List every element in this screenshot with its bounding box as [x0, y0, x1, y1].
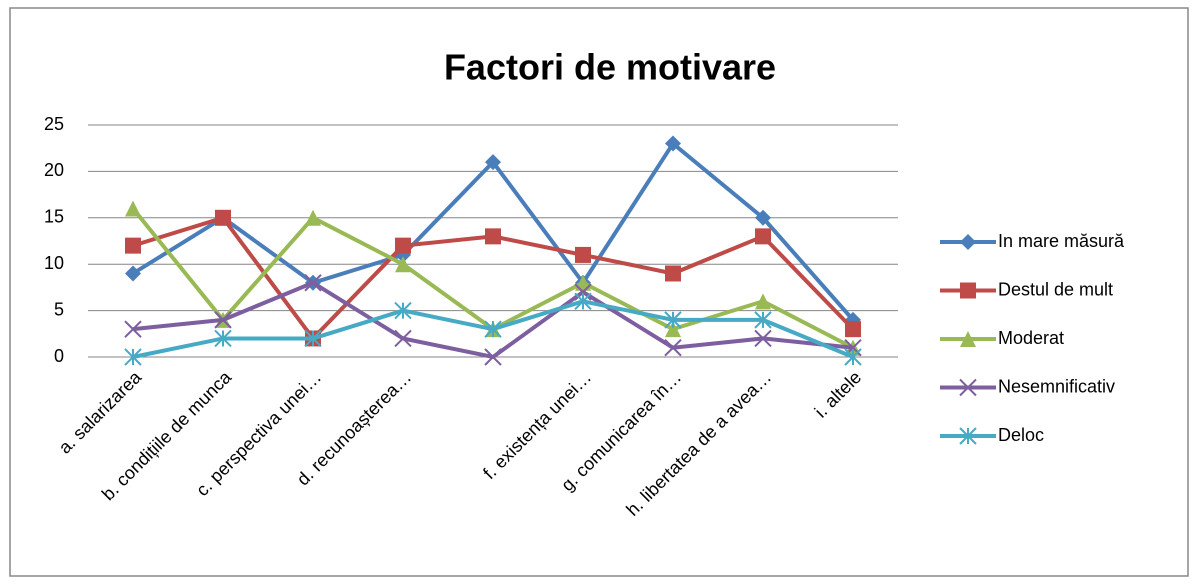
marker-shape: [214, 311, 232, 329]
marker: [755, 228, 771, 245]
marker: [755, 293, 771, 310]
marker: [755, 209, 771, 226]
marker: [395, 256, 411, 273]
marker: [485, 154, 501, 171]
marker: [484, 348, 502, 366]
marker-shape: [484, 320, 502, 338]
legend-label: Moderat: [998, 328, 1064, 348]
marker-shape: [664, 311, 682, 329]
marker-shape: [844, 348, 862, 366]
marker-shape: [214, 329, 232, 348]
marker-shape: [124, 348, 142, 366]
marker: [665, 135, 681, 152]
marker: [959, 427, 977, 445]
marker-shape: [665, 265, 681, 282]
marker: [305, 209, 321, 226]
y-tick-label: 5: [54, 299, 64, 319]
marker: [754, 311, 772, 329]
marker-shape: [305, 209, 321, 226]
marker: [125, 265, 141, 282]
marker: [664, 311, 682, 329]
marker: [960, 331, 976, 347]
marker-shape: [960, 234, 976, 250]
marker: [394, 329, 412, 348]
marker-shape: [754, 329, 772, 348]
marker: [125, 200, 141, 217]
marker: [124, 320, 142, 338]
marker: [844, 348, 862, 366]
marker: [665, 265, 681, 282]
marker-shape: [124, 320, 142, 338]
marker: [215, 209, 231, 226]
marker-shape: [959, 378, 977, 397]
marker-shape: [395, 256, 411, 273]
marker-shape: [574, 292, 592, 311]
legend-label: In mare măsură: [998, 231, 1125, 251]
marker-shape: [484, 348, 502, 366]
marker-shape: [575, 246, 591, 263]
marker-shape: [394, 329, 412, 348]
marker-shape: [485, 154, 501, 171]
marker-shape: [215, 209, 231, 226]
marker: [484, 320, 502, 338]
marker: [394, 301, 412, 320]
marker-shape: [754, 311, 772, 329]
marker: [665, 321, 681, 338]
marker-shape: [304, 274, 322, 292]
marker: [960, 234, 976, 250]
marker-shape: [395, 237, 411, 254]
marker-shape: [960, 331, 976, 347]
marker: [304, 329, 322, 348]
marker-shape: [665, 135, 681, 152]
marker-shape: [304, 329, 322, 348]
marker: [574, 292, 592, 311]
marker-shape: [960, 282, 976, 299]
chart-title: Factori de motivare: [444, 47, 776, 88]
marker: [664, 339, 682, 357]
y-tick-label: 20: [44, 160, 64, 180]
marker: [395, 237, 411, 254]
marker-shape: [845, 321, 861, 338]
marker-shape: [664, 339, 682, 357]
marker-shape: [755, 209, 771, 226]
marker-shape: [755, 293, 771, 310]
marker-shape: [125, 200, 141, 217]
marker-shape: [125, 265, 141, 282]
marker-shape: [125, 237, 141, 254]
marker: [960, 282, 976, 299]
marker-shape: [665, 321, 681, 338]
y-tick-label: 0: [54, 346, 64, 366]
legend-label: Nesemnificativ: [998, 376, 1115, 396]
marker: [125, 237, 141, 254]
marker-shape: [394, 301, 412, 320]
marker: [845, 321, 861, 338]
y-tick-label: 15: [44, 207, 64, 227]
marker-shape: [755, 228, 771, 245]
marker: [485, 228, 501, 245]
marker: [959, 378, 977, 397]
legend-label: Destul de mult: [998, 279, 1113, 299]
marker: [214, 329, 232, 348]
legend-label: Deloc: [998, 425, 1044, 445]
marker: [124, 348, 142, 366]
y-tick-label: 25: [44, 114, 64, 134]
marker: [754, 329, 772, 348]
marker: [214, 311, 232, 329]
y-tick-label: 10: [44, 253, 64, 273]
marker: [304, 274, 322, 292]
marker: [575, 246, 591, 263]
marker-shape: [959, 427, 977, 445]
marker-shape: [485, 228, 501, 245]
